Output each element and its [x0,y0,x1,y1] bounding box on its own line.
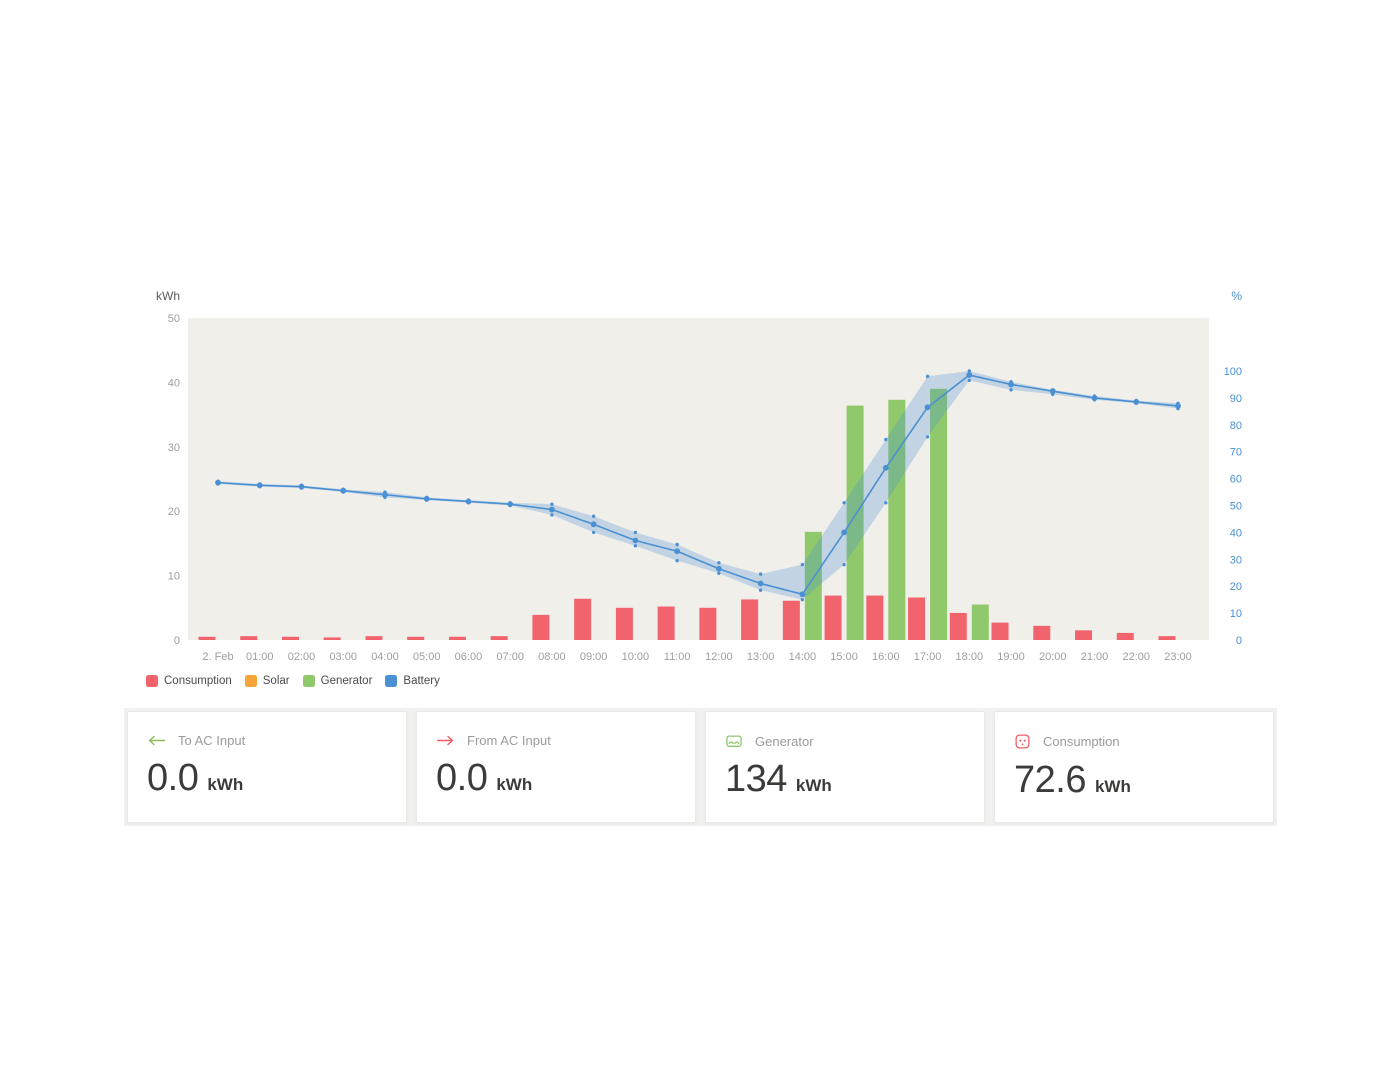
card-title-row: Consumption [1014,733,1273,750]
svg-text:0: 0 [1236,635,1242,647]
consumption-bars [198,595,1176,640]
generator-icon [726,735,742,747]
svg-text:2. Feb: 2. Feb [202,651,233,663]
svg-text:30: 30 [1230,554,1242,566]
legend-item-battery[interactable]: Battery [385,675,440,687]
svg-text:23:00: 23:00 [1164,651,1192,663]
arrow-left-icon [148,735,166,746]
card-title: Generator [755,733,814,749]
card-consumption[interactable]: Consumption 72.6 kWh [994,711,1274,823]
left-axis-title: kWh [156,289,180,303]
svg-text:80: 80 [1230,420,1242,432]
legend-item-generator[interactable]: Generator [302,675,373,687]
power-socket-icon [1015,734,1030,749]
svg-text:01:00: 01:00 [246,651,274,663]
svg-text:13:00: 13:00 [747,651,775,663]
card-unit: kWh [1094,777,1131,796]
card-title-row: From AC Input [436,733,695,748]
svg-text:0: 0 [174,635,180,647]
legend-label: Generator [320,675,373,687]
svg-text:22:00: 22:00 [1122,651,1150,663]
svg-text:17:00: 17:00 [914,651,942,663]
svg-text:10:00: 10:00 [622,651,650,663]
legend-swatch-icon [302,675,315,687]
svg-text:50: 50 [168,313,180,325]
right-axis-ticks: 0 10 20 30 40 50 60 70 80 90 100 [1224,366,1242,647]
card-title: To AC Input [178,733,246,748]
svg-text:11:00: 11:00 [664,651,691,663]
legend-label: Consumption [164,675,232,687]
svg-text:50: 50 [1230,501,1242,513]
svg-text:16:00: 16:00 [872,651,900,663]
svg-text:10: 10 [1230,608,1242,620]
card-title-row: Generator [725,733,984,749]
svg-text:05:00: 05:00 [413,651,441,663]
svg-text:15:00: 15:00 [830,651,858,663]
svg-text:90: 90 [1230,393,1242,405]
left-axis-ticks: 0 10 20 30 40 50 [168,313,180,647]
svg-text:08:00: 08:00 [538,651,566,663]
svg-text:18:00: 18:00 [956,651,984,663]
card-unit: kWh [795,776,832,795]
card-value-row: 134 kWh [725,760,984,798]
svg-text:19:00: 19:00 [997,651,1025,663]
svg-text:02:00: 02:00 [288,651,316,663]
arrow-right-icon [436,735,454,746]
right-axis-title: % [1231,289,1242,303]
card-value-row: 0.0 kWh [436,759,695,797]
card-generator[interactable]: Generator 134 kWh [705,711,985,823]
card-unit: kWh [207,775,244,794]
battery-line [217,374,1179,596]
plot-background [188,318,1209,640]
svg-text:20: 20 [1230,581,1242,593]
x-axis-labels: 2. Feb 01:00 02:00 03:00 04:00 05:00 06:00 07:0… [202,651,1191,663]
legend-swatch-icon [385,675,398,687]
battery-markers [215,369,1181,602]
legend-label: Battery [403,675,440,687]
generator-bars [804,388,989,640]
card-title: Consumption [1043,734,1120,749]
svg-text:14:00: 14:00 [789,651,817,663]
legend-swatch-icon [146,675,158,687]
legend-swatch-icon [244,675,257,687]
svg-text:60: 60 [1230,474,1242,486]
svg-text:30: 30 [168,442,180,454]
card-from-ac-input[interactable]: From AC Input 0.0 kWh [416,711,696,823]
card-unit: kWh [496,775,533,794]
legend-item-consumption[interactable]: Consumption [146,675,232,687]
card-value-row: 72.6 kWh [1014,761,1273,799]
svg-text:12:00: 12:00 [705,651,733,663]
card-value: 72.6 [1014,759,1086,801]
card-to-ac-input[interactable]: To AC Input 0.0 kWh [127,711,407,823]
svg-text:06:00: 06:00 [455,651,483,663]
svg-text:10: 10 [168,571,180,583]
card-value: 0.0 [436,757,488,799]
svg-text:21:00: 21:00 [1081,651,1109,663]
svg-text:07:00: 07:00 [496,651,524,663]
svg-text:70: 70 [1230,447,1242,459]
summary-cards-row: To AC Input 0.0 kWh From AC Input 0.0 kW… [124,708,1277,826]
svg-text:100: 100 [1224,366,1242,378]
battery-minmax-band [218,371,1178,600]
svg-text:03:00: 03:00 [329,651,357,663]
chart-legend: Consumption Solar Generator Battery [146,675,440,687]
legend-label: Solar [262,675,290,687]
svg-text:40: 40 [1230,527,1242,539]
card-value: 0.0 [147,757,199,799]
svg-text:20:00: 20:00 [1039,651,1067,663]
card-value: 134 [725,758,787,800]
energy-chart-canvas[interactable]: kWh % 0 10 20 30 40 50 0 10 20 30 40 50 60 70 80 90 100 2. … [128,280,1288,680]
legend-item-solar[interactable]: Solar [244,675,290,687]
svg-text:40: 40 [168,377,180,389]
card-title-row: To AC Input [147,733,406,748]
card-value-row: 0.0 kWh [147,759,406,797]
card-title: From AC Input [467,733,551,748]
svg-text:20: 20 [168,506,180,518]
svg-text:09:00: 09:00 [580,651,608,663]
svg-text:04:00: 04:00 [371,651,399,663]
